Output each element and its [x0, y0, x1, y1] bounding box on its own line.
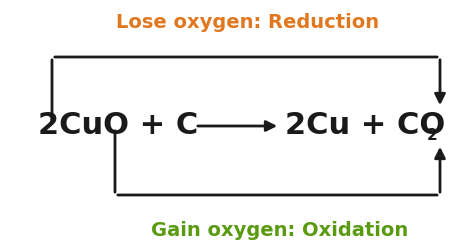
Text: 2Cu + CO: 2Cu + CO — [285, 111, 445, 141]
Text: 2CuO + C: 2CuO + C — [38, 111, 198, 141]
Text: 2: 2 — [427, 128, 438, 142]
Text: Lose oxygen: Reduction: Lose oxygen: Reduction — [117, 13, 380, 32]
Text: Gain oxygen: Oxidation: Gain oxygen: Oxidation — [151, 220, 409, 239]
